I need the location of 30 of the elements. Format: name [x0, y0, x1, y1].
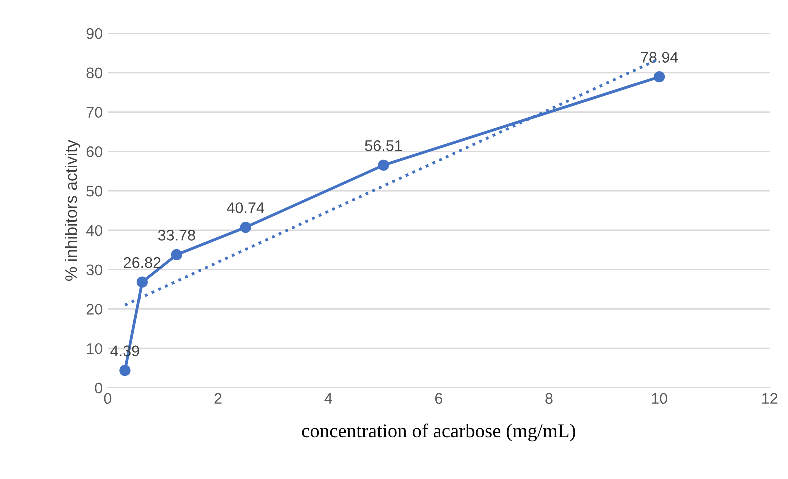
y-tick-label: 30 — [86, 264, 102, 276]
point — [171, 249, 182, 261]
data-label: 56.51 — [365, 140, 402, 152]
point — [120, 365, 131, 376]
point — [136, 276, 148, 288]
x-tick-label: 4 — [324, 393, 332, 404]
point — [378, 160, 390, 171]
y-tick-label: 50 — [86, 186, 102, 197]
point — [240, 222, 252, 234]
x-tick-label: 8 — [546, 393, 553, 404]
data-label: 78.94 — [641, 52, 678, 63]
y-axis-title: % inhibitors activity — [65, 140, 81, 282]
x-tick-label: 2 — [214, 393, 222, 404]
y-tick-label: 10 — [87, 343, 102, 354]
y-tick-label: 0 — [95, 382, 102, 394]
data-label: 40.74 — [227, 202, 265, 214]
y-tick-label: 90 — [86, 28, 102, 40]
point — [654, 72, 666, 83]
x-tick-label: 10 — [652, 393, 668, 404]
y-tick-label: 60 — [86, 146, 102, 158]
data-label: 33.78 — [158, 230, 196, 241]
data-label: 26.82 — [124, 257, 161, 268]
y-tick-label: 20 — [86, 304, 102, 315]
y-tick-label: 40 — [86, 225, 102, 236]
x-tick-label: 6 — [435, 393, 442, 404]
x-tick-label: 12 — [762, 393, 778, 404]
x-tick-label: 0 — [104, 393, 112, 404]
y-tick-label: 70 — [86, 107, 102, 118]
x-axis-title: concentration of acarbose (mg/mL) — [302, 424, 576, 442]
y-tick-label: 80 — [86, 68, 102, 79]
